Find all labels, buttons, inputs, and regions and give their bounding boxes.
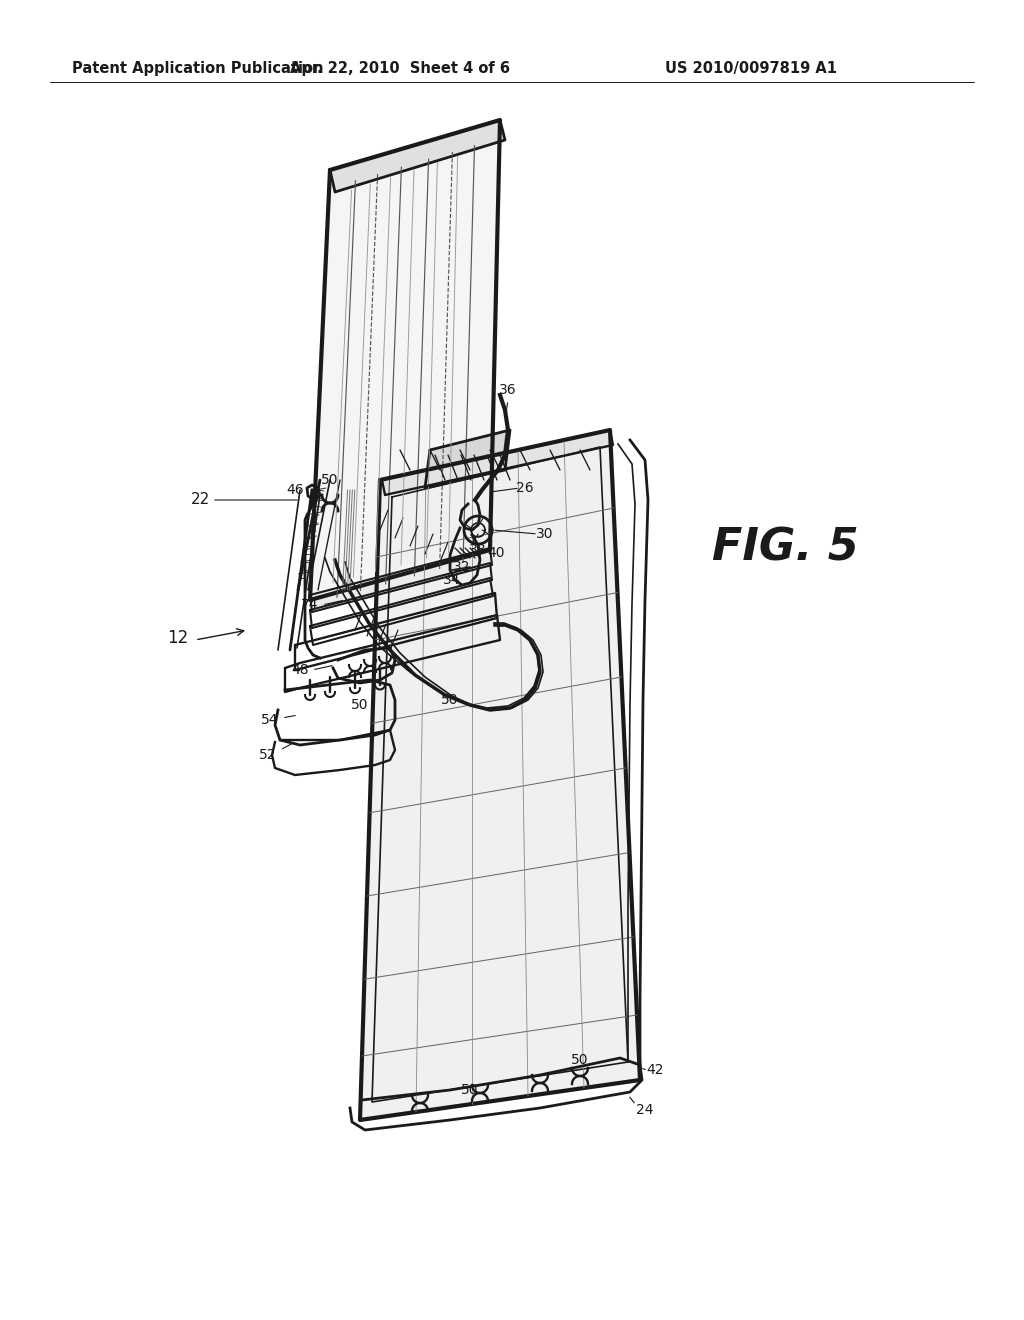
Polygon shape: [360, 430, 640, 1119]
Text: 46: 46: [286, 483, 304, 498]
Text: 54: 54: [261, 713, 279, 727]
Polygon shape: [382, 430, 613, 495]
Text: 32: 32: [454, 560, 471, 574]
Polygon shape: [330, 120, 505, 191]
Text: 42: 42: [646, 1063, 664, 1077]
Text: 36: 36: [499, 383, 517, 397]
Text: Patent Application Publication: Patent Application Publication: [72, 61, 324, 75]
Polygon shape: [310, 120, 500, 601]
Polygon shape: [310, 548, 492, 612]
Text: 50: 50: [351, 698, 369, 711]
Text: 40: 40: [487, 546, 505, 560]
Text: 30: 30: [537, 527, 554, 541]
Text: 50: 50: [571, 1053, 589, 1067]
Text: 50: 50: [322, 473, 339, 487]
Text: 26: 26: [516, 480, 534, 495]
Text: US 2010/0097819 A1: US 2010/0097819 A1: [665, 61, 837, 75]
Text: FIG. 5: FIG. 5: [712, 527, 858, 569]
Text: 38: 38: [469, 543, 486, 557]
Text: Apr. 22, 2010  Sheet 4 of 6: Apr. 22, 2010 Sheet 4 of 6: [290, 61, 510, 75]
Polygon shape: [425, 430, 510, 488]
Text: 24: 24: [636, 1104, 653, 1117]
Text: 48: 48: [291, 663, 309, 677]
Text: 12: 12: [167, 630, 188, 647]
Text: 50: 50: [441, 693, 459, 708]
Text: 52: 52: [259, 748, 276, 762]
Text: 34: 34: [443, 573, 461, 587]
Text: 50: 50: [461, 1082, 479, 1097]
Text: 22: 22: [190, 492, 210, 507]
Text: 74: 74: [301, 598, 318, 612]
